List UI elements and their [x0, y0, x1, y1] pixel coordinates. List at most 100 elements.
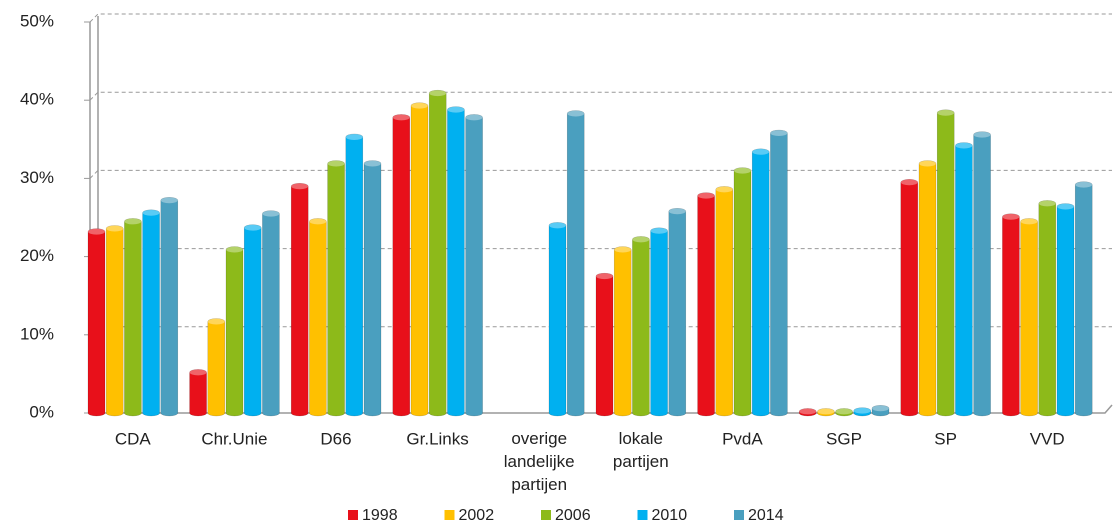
bar-cap — [632, 236, 650, 243]
bar-cap — [429, 90, 447, 97]
bar-cap — [973, 131, 991, 138]
bar — [715, 186, 734, 417]
bar-cap — [345, 133, 363, 140]
legend-label: 2002 — [459, 507, 495, 524]
bar — [955, 142, 973, 417]
y-tick-label: 40% — [20, 90, 54, 109]
x-tick-label: lokale partijen — [613, 429, 669, 471]
x-tick-label: Chr.Unie — [201, 429, 267, 448]
bar — [853, 407, 872, 417]
bar-cap — [124, 218, 142, 225]
bar-cap — [900, 179, 918, 186]
bar — [835, 408, 853, 417]
bar-cap — [106, 225, 124, 232]
bar — [225, 246, 244, 417]
bar-cap — [799, 408, 817, 415]
x-tick-label: Gr.Links — [406, 429, 468, 448]
bar-cap — [207, 318, 225, 325]
bar — [290, 183, 309, 417]
bar — [309, 218, 327, 417]
bar — [733, 167, 752, 417]
legend-swatch — [541, 510, 551, 520]
bar-cap — [770, 130, 788, 137]
bar — [798, 408, 817, 417]
bar — [650, 227, 668, 417]
y-tick-label: 0% — [29, 402, 54, 421]
bar — [105, 225, 124, 417]
bar — [1038, 200, 1057, 417]
bar-cap — [142, 209, 160, 216]
bar-cap — [88, 228, 105, 235]
bar-cap — [1057, 203, 1074, 210]
bar-cap — [853, 407, 871, 414]
grid-line — [89, 13, 1112, 23]
bar — [871, 405, 890, 417]
bar — [595, 272, 614, 417]
bar — [613, 246, 632, 417]
bar-cap — [549, 222, 566, 229]
bar — [262, 210, 280, 417]
bar-cap — [262, 210, 280, 217]
bar — [363, 160, 382, 417]
bar-cap — [817, 408, 835, 415]
bar — [189, 369, 207, 417]
bar-cap — [668, 208, 686, 215]
bar-cap — [955, 142, 973, 149]
bar — [1074, 181, 1093, 417]
bar-cap — [244, 224, 262, 231]
bar — [697, 192, 715, 417]
bar-cap — [226, 246, 243, 253]
bar — [548, 222, 567, 417]
x-axis — [90, 404, 1113, 414]
bar — [900, 179, 919, 417]
bar-cap — [872, 405, 889, 412]
bar — [345, 133, 364, 417]
bar-cap — [752, 148, 770, 155]
bar — [392, 114, 411, 417]
x-tick-label: SP — [934, 429, 957, 448]
bar — [327, 160, 345, 417]
bar — [465, 114, 483, 417]
bar — [87, 228, 106, 417]
x-tick-label: VVD — [1030, 429, 1065, 448]
bar — [124, 218, 142, 417]
bar-cap — [1002, 213, 1020, 220]
legend-label: 2006 — [555, 507, 591, 524]
legend-label: 2014 — [748, 507, 784, 524]
bar-cap — [327, 160, 345, 167]
grid-line — [89, 91, 1112, 101]
bar-cap — [392, 114, 410, 121]
bar — [936, 109, 955, 417]
bar-cap — [835, 408, 853, 415]
legend-swatch — [734, 510, 744, 520]
bar-cap — [919, 160, 936, 167]
bar-cap — [697, 192, 715, 199]
bar-cap — [1075, 181, 1093, 188]
bar — [770, 129, 788, 417]
bar — [1056, 203, 1075, 417]
legend-label: 1998 — [362, 507, 398, 524]
bar — [973, 131, 991, 417]
y-tick-label: 10% — [20, 324, 54, 343]
x-tick-label: PvdA — [722, 429, 763, 448]
bar-cap — [1038, 200, 1056, 207]
bar — [160, 197, 179, 417]
bar — [751, 148, 770, 417]
x-tick-label: D66 — [320, 429, 351, 448]
bar — [668, 208, 687, 417]
bar — [428, 89, 447, 417]
bar-cap — [715, 186, 733, 193]
bar — [1002, 213, 1020, 417]
bar-cap — [465, 114, 483, 121]
bar-cap — [1020, 218, 1038, 225]
bar — [207, 318, 226, 417]
bar — [918, 160, 937, 417]
bar-cap — [567, 110, 585, 117]
bar — [410, 102, 429, 417]
bar — [1020, 218, 1038, 417]
x-tick-label: SGP — [826, 429, 862, 448]
bar-cap — [937, 109, 955, 116]
y-tick-label: 30% — [20, 168, 54, 187]
legend-swatch — [444, 510, 455, 520]
